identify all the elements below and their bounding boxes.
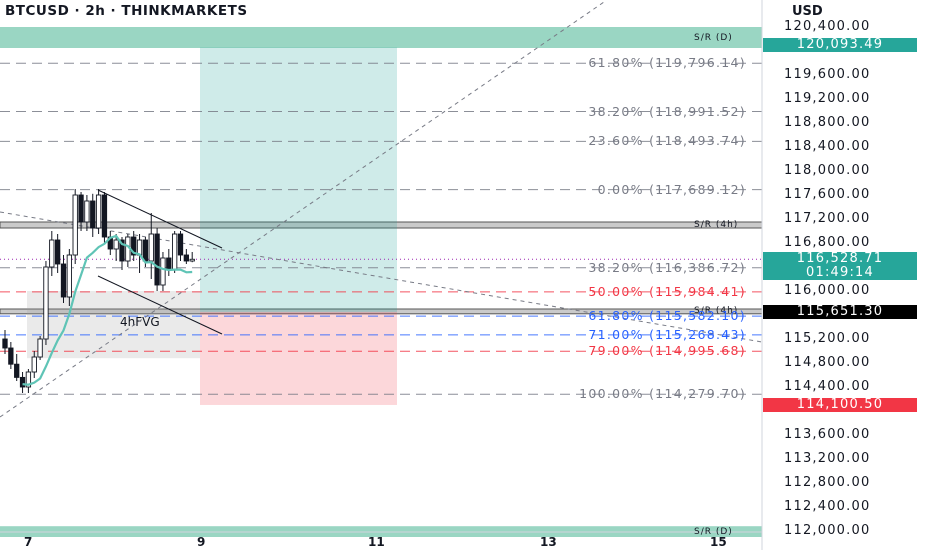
candle: [113, 239, 119, 250]
axis-currency-label: USD: [792, 4, 823, 19]
fvg-label: 4hFVG: [120, 315, 160, 329]
sr-zone: [0, 27, 762, 48]
price-tick-label: 116,000.00: [784, 283, 871, 298]
fib-label: 61.80% (119,796.14): [588, 55, 746, 71]
price-tick-label: 119,200.00: [784, 91, 871, 106]
candle: [160, 257, 166, 286]
candle: [60, 263, 67, 298]
price-tick-label: 119,600.00: [784, 67, 871, 82]
fib-label: 50.00% (115,984.41): [588, 283, 746, 299]
sr-zone-label: S/R (D): [694, 526, 733, 537]
time-tick-label: 7: [24, 535, 33, 549]
sr-zone-label: S/R (D): [694, 32, 733, 43]
price-tick-label: 113,200.00: [784, 451, 871, 466]
fvg-box: [27, 291, 200, 359]
sr-zone-label: S/R (4h): [694, 306, 739, 317]
sr-zone-label: S/R (4h): [694, 220, 739, 230]
price-tick-label: 113,600.00: [784, 427, 871, 442]
candle: [119, 239, 125, 262]
trend-line: [0, 211, 763, 343]
fib-label: 61.80% (115,582.10): [588, 308, 746, 324]
candle: [90, 200, 96, 229]
candle: [154, 233, 160, 286]
price-tick-label: 117,600.00: [784, 187, 871, 202]
candle: [136, 239, 143, 256]
fib-label: 71.00% (115,268.43): [588, 326, 746, 342]
candle: [31, 356, 37, 373]
fib-label: 38.20% (116,386.72): [588, 259, 746, 275]
fib-label: 100.00% (114,279.70): [579, 386, 746, 402]
time-tick-label: 11: [368, 535, 385, 549]
candle: [101, 194, 108, 238]
fib-label: 38.20% (118,991.52): [588, 103, 746, 119]
candle: [25, 371, 32, 388]
price-tick-label: 115,200.00: [784, 331, 871, 346]
loss-zone: [200, 311, 397, 405]
price-tick-label: 116,800.00: [784, 235, 871, 250]
fib-label: 0.00% (117,689.12): [597, 181, 746, 197]
candle: [131, 236, 137, 256]
candle: [66, 254, 73, 298]
fib-label: 79.00% (114,995.68): [588, 343, 746, 359]
price-tick-label: 120,400.00: [784, 19, 871, 34]
price-tick-label: 112,000.00: [784, 523, 871, 538]
candle: [49, 239, 55, 268]
fib-label: 23.60% (118,493.74): [588, 133, 746, 149]
price-label: 115,651.30: [763, 304, 917, 319]
price-tick-label: 112,400.00: [784, 499, 871, 514]
candle: [177, 233, 184, 256]
candle: [14, 363, 20, 378]
candle: [183, 254, 189, 262]
moving-average-line: [22, 234, 193, 386]
chart-title: BTCUSD · 2h · THINKMARKETS: [5, 3, 248, 19]
candle: [84, 200, 90, 223]
time-tick-label: 13: [540, 535, 557, 549]
time-tick-label: 15: [710, 535, 727, 549]
price-tick-label: 114,400.00: [784, 379, 871, 394]
countdown-label: 01:49:14: [763, 266, 917, 281]
price-tick-label: 114,800.00: [784, 355, 871, 370]
candle: [19, 376, 26, 388]
price-label: 114,100.50: [763, 397, 917, 412]
candle: [171, 233, 178, 271]
candle: [43, 266, 49, 340]
candle: [166, 257, 172, 271]
channel-line: [97, 275, 223, 335]
price-tick-label: 118,800.00: [784, 115, 871, 130]
profit-zone: [200, 47, 397, 312]
price-tick-label: 118,400.00: [784, 139, 871, 154]
candle: [189, 258, 195, 262]
price-tick-label: 112,800.00: [784, 475, 871, 490]
candle: [37, 338, 43, 358]
candle: [142, 239, 149, 262]
price-label: 116,528.71: [763, 252, 917, 267]
candle: [95, 194, 102, 229]
time-tick-label: 9: [197, 535, 206, 549]
channel-line: [97, 189, 223, 249]
price-label: 120,093.49: [763, 38, 917, 53]
candle: [78, 194, 84, 223]
candle: [72, 194, 78, 256]
candle: [55, 239, 61, 265]
price-tick-label: 118,000.00: [784, 163, 871, 178]
candle: [148, 233, 154, 262]
price-tick-label: 117,200.00: [784, 211, 871, 226]
candle: [8, 347, 14, 365]
trend-line: [0, 1, 605, 418]
candle: [2, 338, 8, 349]
